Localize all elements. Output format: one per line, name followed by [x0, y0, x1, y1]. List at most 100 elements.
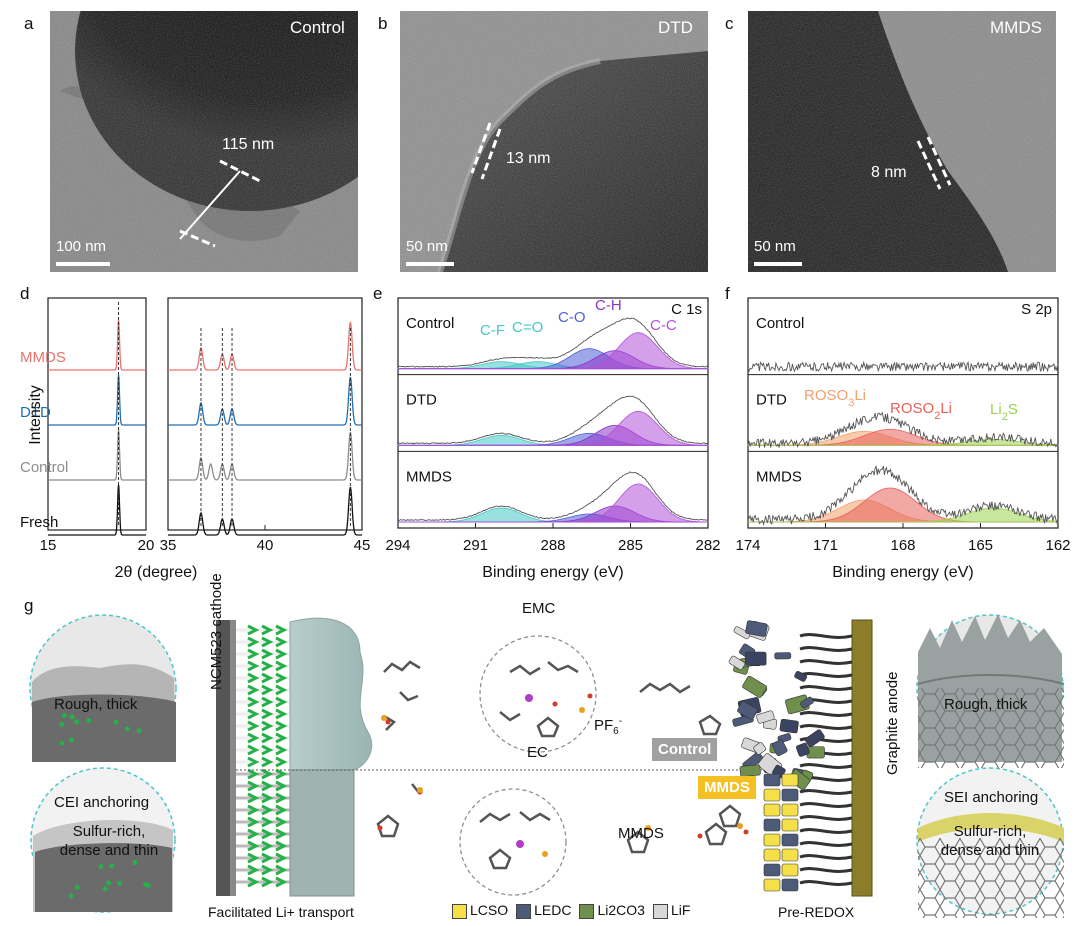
xrd-line-mmds-r — [168, 321, 362, 371]
xrd-line-fresh-r — [168, 486, 362, 536]
cathode-li-arrow — [247, 840, 288, 852]
sei-lcso-block — [763, 803, 781, 817]
panel-b-scale-label: 50 nm — [406, 238, 448, 255]
oxygen-atom — [552, 701, 558, 707]
sei-flake — [779, 718, 799, 734]
tem-image-dtd — [400, 11, 708, 272]
molecule — [383, 660, 421, 673]
anode-chain — [799, 659, 853, 665]
heteroatom — [381, 715, 387, 721]
cathode-li-arrow — [247, 684, 288, 696]
panel-c-measure-line — [916, 136, 952, 190]
anode-chain — [799, 841, 853, 847]
panel-e-tick-label: 294 — [385, 537, 410, 554]
molecule — [376, 814, 400, 838]
right-top-bubble-text: Rough, thick — [944, 696, 1028, 713]
oxygen-atom — [743, 829, 749, 835]
cathode-li-arrow — [247, 624, 288, 636]
xrd-line-fresh-l — [48, 484, 146, 536]
control-tag: Control — [652, 738, 718, 761]
xrd-label-fresh: Fresh — [20, 514, 58, 531]
legend: LCSO LEDC Li2CO3 LiF — [452, 902, 690, 919]
sei-flake — [800, 696, 814, 709]
sei-flake — [794, 671, 808, 682]
cathode-li-arrow — [247, 744, 288, 756]
panel-d-left-frame — [47, 297, 147, 531]
left-bottom-bubble-title: CEI anchoring — [54, 794, 150, 811]
xrd-line-dtd-r — [168, 376, 362, 426]
cathode-label: NCM523 cathode — [208, 573, 225, 690]
sei-flake — [771, 739, 788, 757]
panel-f-tick-label: 162 — [1045, 537, 1070, 554]
cathode-li-arrow — [247, 864, 288, 876]
sei-flake — [739, 764, 761, 777]
sei-flake — [728, 655, 746, 671]
left-top-bubble-text: Rough, thick — [54, 696, 138, 713]
caption-right: Pre-REDOX — [778, 904, 855, 920]
li-ion-dot — [113, 719, 119, 725]
xrd-label-control: Control — [20, 459, 68, 476]
molecule — [547, 661, 579, 674]
xps-f-label-1: ROSO2Li — [890, 400, 952, 422]
sei-lcso-block — [781, 863, 799, 877]
li-ion-dot — [69, 737, 75, 743]
cathode-li-arrow — [247, 792, 288, 804]
tem-image-mmds — [748, 11, 1056, 272]
sei-flake — [756, 710, 775, 724]
xps-f-dtd-envelope — [747, 411, 1059, 449]
panel-f-tick-label: 171 — [813, 537, 838, 554]
li-ion-dot — [68, 893, 74, 899]
panel-f-tick-label: 174 — [735, 537, 760, 554]
sei-lcso-block — [781, 803, 799, 817]
molecule — [704, 822, 728, 846]
panel-a-title: Control — [290, 18, 345, 37]
panel-d-tick-label: 20 — [138, 537, 155, 554]
panel-f-tick-label: 168 — [890, 537, 915, 554]
heteroatom — [417, 787, 423, 793]
anode-label: Graphite anode — [884, 671, 901, 775]
cathode-li-arrow — [247, 804, 288, 816]
panel-d-tick-label: 35 — [160, 537, 177, 554]
tem-image-control — [50, 11, 358, 272]
legend-lif: LiF — [652, 902, 690, 919]
li-ion-dot — [116, 880, 122, 886]
li-ion-dot — [98, 864, 104, 870]
anode-chain — [799, 815, 853, 821]
sei-flake — [753, 742, 767, 755]
sei-lcso-block — [781, 788, 799, 802]
molecule — [519, 811, 551, 822]
xps-e-dtd-envelope — [397, 395, 709, 445]
panel-a-scale-label: 100 nm — [56, 238, 107, 255]
cathode-li-arrow — [247, 636, 288, 648]
panel-d-ylabel: Intensity — [27, 385, 44, 445]
xps-e-row-label-control: Control — [406, 315, 454, 332]
left-bottom-bubble-text: Sulfur-rich, dense and thin — [59, 823, 159, 859]
mmds-tag: MMDS — [698, 776, 756, 799]
panel-b-measure: 13 nm — [506, 150, 551, 167]
xrd-line-control-l — [48, 429, 146, 481]
xps-e-mmds-component-4 — [398, 483, 709, 523]
anode-chain — [799, 802, 853, 808]
panel-f-tick-label: 165 — [968, 537, 993, 554]
right-bottom-bubble-title: SEI anchoring — [944, 789, 1039, 806]
anode-chain — [799, 646, 853, 652]
cathode-li-arrow — [247, 876, 288, 888]
sei-lcso-block — [763, 833, 781, 847]
panel-d-tick-label: 40 — [257, 537, 274, 554]
cathode-li-arrow — [247, 732, 288, 744]
xps-e-mmds-envelope — [397, 471, 709, 522]
caption-left-text: Facilitated Li+ transport — [208, 904, 354, 920]
xps-e-control-envelope — [398, 317, 709, 368]
xps-e-label-4: C-C — [650, 317, 677, 334]
panel-a-measure-line — [179, 159, 261, 248]
sei-lcso-block — [763, 818, 781, 832]
right-bottom-bubble — [916, 767, 1064, 918]
sei-lcso-block — [781, 773, 799, 787]
pf6-label: PF6- — [594, 716, 623, 737]
xrd-label-mmds: MMDS — [20, 349, 66, 366]
xps-f-control-envelope — [747, 360, 1059, 373]
anode-chain — [799, 711, 853, 717]
xps-e-row-label-dtd: DTD — [406, 392, 437, 409]
anode-chain — [799, 789, 853, 795]
molecule — [383, 714, 397, 731]
